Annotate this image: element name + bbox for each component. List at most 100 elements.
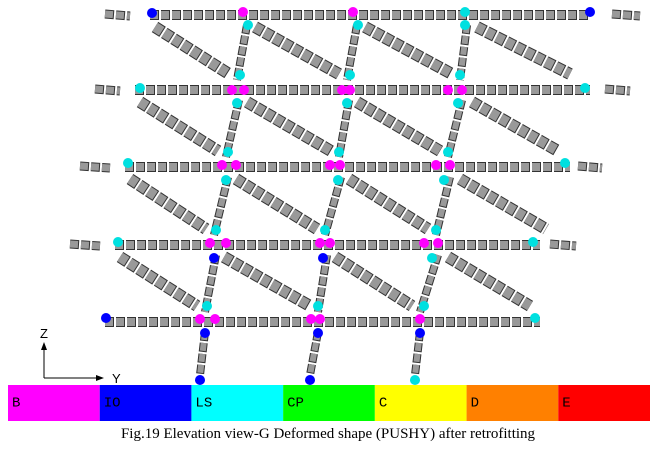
hinge bbox=[457, 85, 467, 95]
hinge bbox=[431, 160, 441, 170]
hinge bbox=[443, 147, 453, 157]
hinge bbox=[348, 7, 358, 17]
hinge bbox=[325, 160, 335, 170]
hinge bbox=[211, 225, 221, 235]
hinge bbox=[580, 83, 590, 93]
hinge bbox=[315, 314, 325, 324]
hinge bbox=[325, 238, 335, 248]
hinge bbox=[460, 20, 470, 30]
member-fill bbox=[472, 102, 558, 151]
hinge bbox=[460, 7, 470, 17]
member-fill bbox=[448, 257, 530, 306]
legend-label: LS bbox=[195, 396, 212, 412]
hinge bbox=[306, 314, 316, 324]
hinge bbox=[238, 7, 248, 17]
member-fill bbox=[236, 179, 317, 229]
hinge bbox=[560, 158, 570, 168]
hinge bbox=[135, 83, 145, 93]
legend-swatch bbox=[8, 385, 100, 421]
member-fill bbox=[247, 102, 331, 151]
member-fill bbox=[140, 102, 218, 151]
hinge bbox=[335, 160, 345, 170]
hinge bbox=[439, 175, 449, 185]
hinge bbox=[313, 328, 323, 338]
hinge bbox=[209, 253, 219, 263]
hinge bbox=[221, 175, 231, 185]
z-label: Z bbox=[40, 326, 48, 341]
member-fill bbox=[335, 257, 412, 306]
frame bbox=[70, 14, 640, 403]
hinge bbox=[123, 158, 133, 168]
hinge bbox=[528, 237, 538, 247]
hinge bbox=[445, 160, 455, 170]
hinge bbox=[313, 301, 323, 311]
hinge bbox=[353, 20, 363, 30]
elevation-view: Z Y B IO LS CP C D E Fig.19 Elevation view-G D… bbox=[0, 0, 656, 472]
hinge bbox=[147, 8, 157, 18]
hinge bbox=[419, 301, 429, 311]
hinge bbox=[101, 313, 111, 323]
hinge bbox=[223, 147, 233, 157]
member-fill bbox=[357, 102, 440, 151]
hinge bbox=[227, 85, 237, 95]
hinge bbox=[453, 98, 463, 108]
y-arrow-head bbox=[96, 375, 104, 381]
legend: B IO LS CP C D E bbox=[8, 385, 650, 421]
z-arrow-head bbox=[41, 342, 47, 350]
member-fill bbox=[70, 244, 100, 246]
hinge bbox=[431, 225, 441, 235]
legend-label: CP bbox=[287, 396, 304, 412]
legend-label: C bbox=[379, 396, 387, 412]
hinge bbox=[217, 160, 227, 170]
hinge bbox=[345, 70, 355, 80]
hinge bbox=[410, 375, 420, 385]
member-fill bbox=[255, 27, 339, 74]
hinge bbox=[243, 20, 253, 30]
member-fill bbox=[155, 27, 229, 74]
legend-swatch bbox=[375, 385, 467, 421]
hinge bbox=[305, 375, 315, 385]
hinge bbox=[345, 85, 355, 95]
hinge bbox=[320, 225, 330, 235]
hinge bbox=[210, 314, 220, 324]
hinge bbox=[333, 175, 343, 185]
member-fill bbox=[310, 332, 318, 375]
legend-label: E bbox=[562, 396, 570, 412]
legend-label: B bbox=[12, 396, 20, 412]
member-fill bbox=[605, 89, 630, 91]
hinge bbox=[585, 7, 595, 17]
legend-label: IO bbox=[104, 396, 121, 412]
hinge bbox=[415, 328, 425, 338]
hinge bbox=[334, 147, 344, 157]
y-label: Y bbox=[112, 371, 121, 386]
legend-swatch bbox=[467, 385, 559, 421]
hinge bbox=[315, 238, 325, 248]
hinge bbox=[113, 237, 123, 247]
caption: Fig.19 Elevation view-G Deformed shape (… bbox=[121, 426, 536, 442]
legend-swatch bbox=[558, 385, 650, 421]
member-fill bbox=[349, 179, 428, 229]
hinge bbox=[231, 160, 241, 170]
hinge bbox=[232, 98, 242, 108]
member-fill bbox=[224, 257, 310, 306]
member-fill bbox=[365, 27, 452, 74]
hinge bbox=[427, 253, 437, 263]
member-fill bbox=[460, 179, 546, 229]
legend-label: D bbox=[471, 396, 479, 412]
hinge bbox=[342, 98, 352, 108]
hinge bbox=[443, 85, 453, 95]
hinge bbox=[455, 70, 465, 80]
hinge bbox=[195, 314, 205, 324]
member-fill bbox=[612, 14, 640, 16]
member-fill bbox=[105, 14, 130, 16]
member-fill bbox=[130, 179, 206, 229]
hinge bbox=[433, 238, 443, 248]
member-fill bbox=[120, 257, 197, 306]
hinge bbox=[419, 238, 429, 248]
hinge bbox=[205, 238, 215, 248]
figure: Z Y B IO LS CP C D E Fig.19 Elevation view-G D… bbox=[0, 0, 656, 472]
member-fill bbox=[578, 166, 602, 168]
hinge bbox=[530, 313, 540, 323]
hinge bbox=[235, 70, 245, 80]
member-fill bbox=[80, 166, 110, 168]
